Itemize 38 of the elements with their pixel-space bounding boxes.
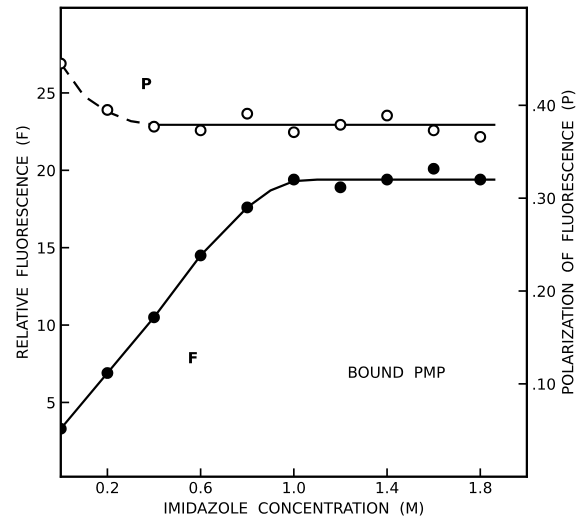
point xyxy=(288,126,300,138)
x-axis-title: IMIDAZOLE CONCENTRATION (M) xyxy=(164,502,424,516)
point xyxy=(102,104,114,116)
y-tick-label: 15 xyxy=(38,242,55,254)
y2-tick-label: .10 xyxy=(533,378,556,390)
y-axis-title: RELATIVE FLUORESCENCE (F) xyxy=(16,126,30,358)
y-tick-label: 25 xyxy=(38,87,55,99)
point xyxy=(102,367,114,379)
annotation: BOUND PMP xyxy=(348,366,445,378)
y-tick-label: 20 xyxy=(38,164,55,176)
point xyxy=(194,124,207,136)
x-tick-label: 1.0 xyxy=(283,482,305,494)
point xyxy=(241,202,254,214)
text: P xyxy=(142,78,152,90)
point xyxy=(334,181,346,194)
point xyxy=(288,174,300,186)
y2-tick-label: .20 xyxy=(533,285,556,298)
y-tick-label: 5 xyxy=(47,397,55,408)
point xyxy=(241,108,254,120)
point xyxy=(148,311,160,324)
x-tick-label: 0.2 xyxy=(96,482,118,494)
point xyxy=(194,250,207,262)
y2-tick-label: .30 xyxy=(533,192,556,204)
point xyxy=(334,118,346,131)
point xyxy=(474,130,486,143)
y-tick-label: 10 xyxy=(38,320,55,332)
x-tick-label: 1.4 xyxy=(376,482,398,494)
x-tick-label: 1.8 xyxy=(470,482,492,494)
y2-axis-title: POLARIZATION OF FLUORESCENCE (P) xyxy=(562,90,576,394)
point xyxy=(474,174,486,186)
point xyxy=(428,162,440,175)
point xyxy=(428,124,440,136)
point xyxy=(148,120,160,133)
point xyxy=(381,110,393,122)
x-tick-label: 0.6 xyxy=(189,482,212,494)
point xyxy=(381,174,393,186)
text: F xyxy=(189,352,197,364)
y2-tick-label: .40 xyxy=(533,100,556,112)
